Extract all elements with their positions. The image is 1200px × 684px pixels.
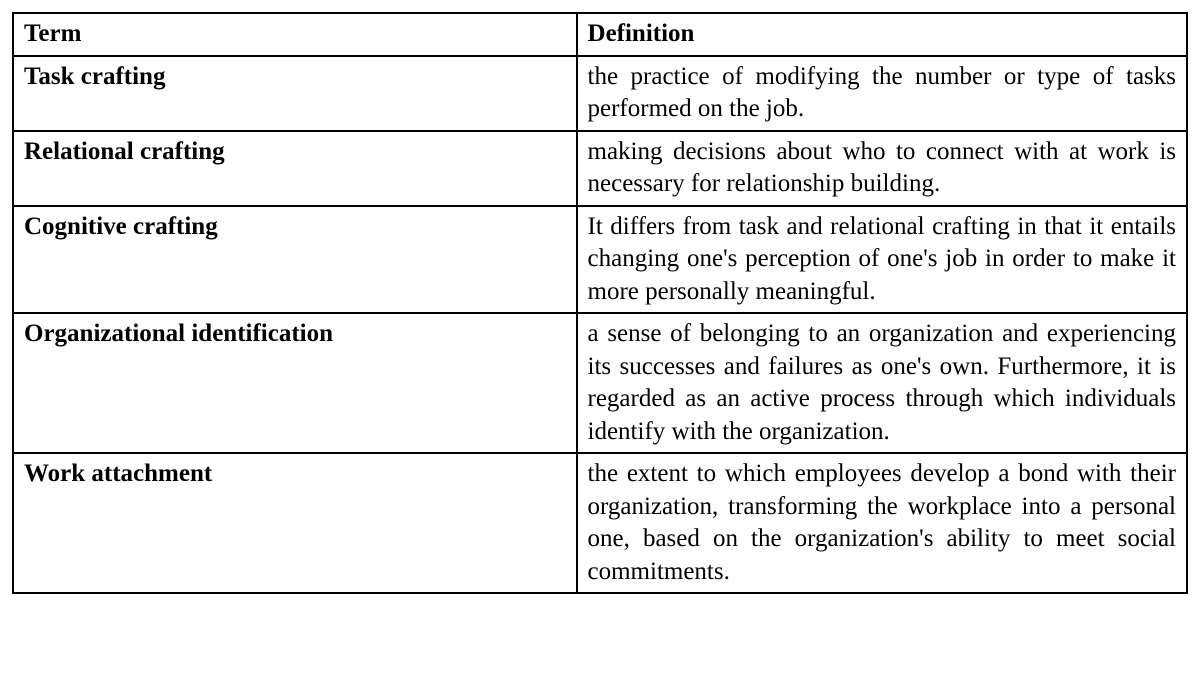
table-row: Organizational identification a sense of… (13, 313, 1187, 453)
column-header-term: Term (13, 13, 577, 56)
table-header-row: Term Definition (13, 13, 1187, 56)
definition-cell: the extent to which employees develop a … (577, 453, 1187, 593)
table-row: Work attachment the extent to which empl… (13, 453, 1187, 593)
definition-cell: the practice of modifying the number or … (577, 56, 1187, 131)
definition-cell: a sense of belonging to an organization … (577, 313, 1187, 453)
term-cell: Cognitive crafting (13, 206, 577, 314)
definition-cell: making decisions about who to connect wi… (577, 131, 1187, 206)
table-row: Cognitive crafting It differs from task … (13, 206, 1187, 314)
term-cell: Work attachment (13, 453, 577, 593)
table-row: Relational crafting making decisions abo… (13, 131, 1187, 206)
term-cell: Relational crafting (13, 131, 577, 206)
term-cell: Task crafting (13, 56, 577, 131)
term-cell: Organizational identification (13, 313, 577, 453)
column-header-definition: Definition (577, 13, 1187, 56)
definition-cell: It differs from task and relational craf… (577, 206, 1187, 314)
definitions-table: Term Definition Task crafting the practi… (12, 12, 1188, 594)
table-row: Task crafting the practice of modifying … (13, 56, 1187, 131)
